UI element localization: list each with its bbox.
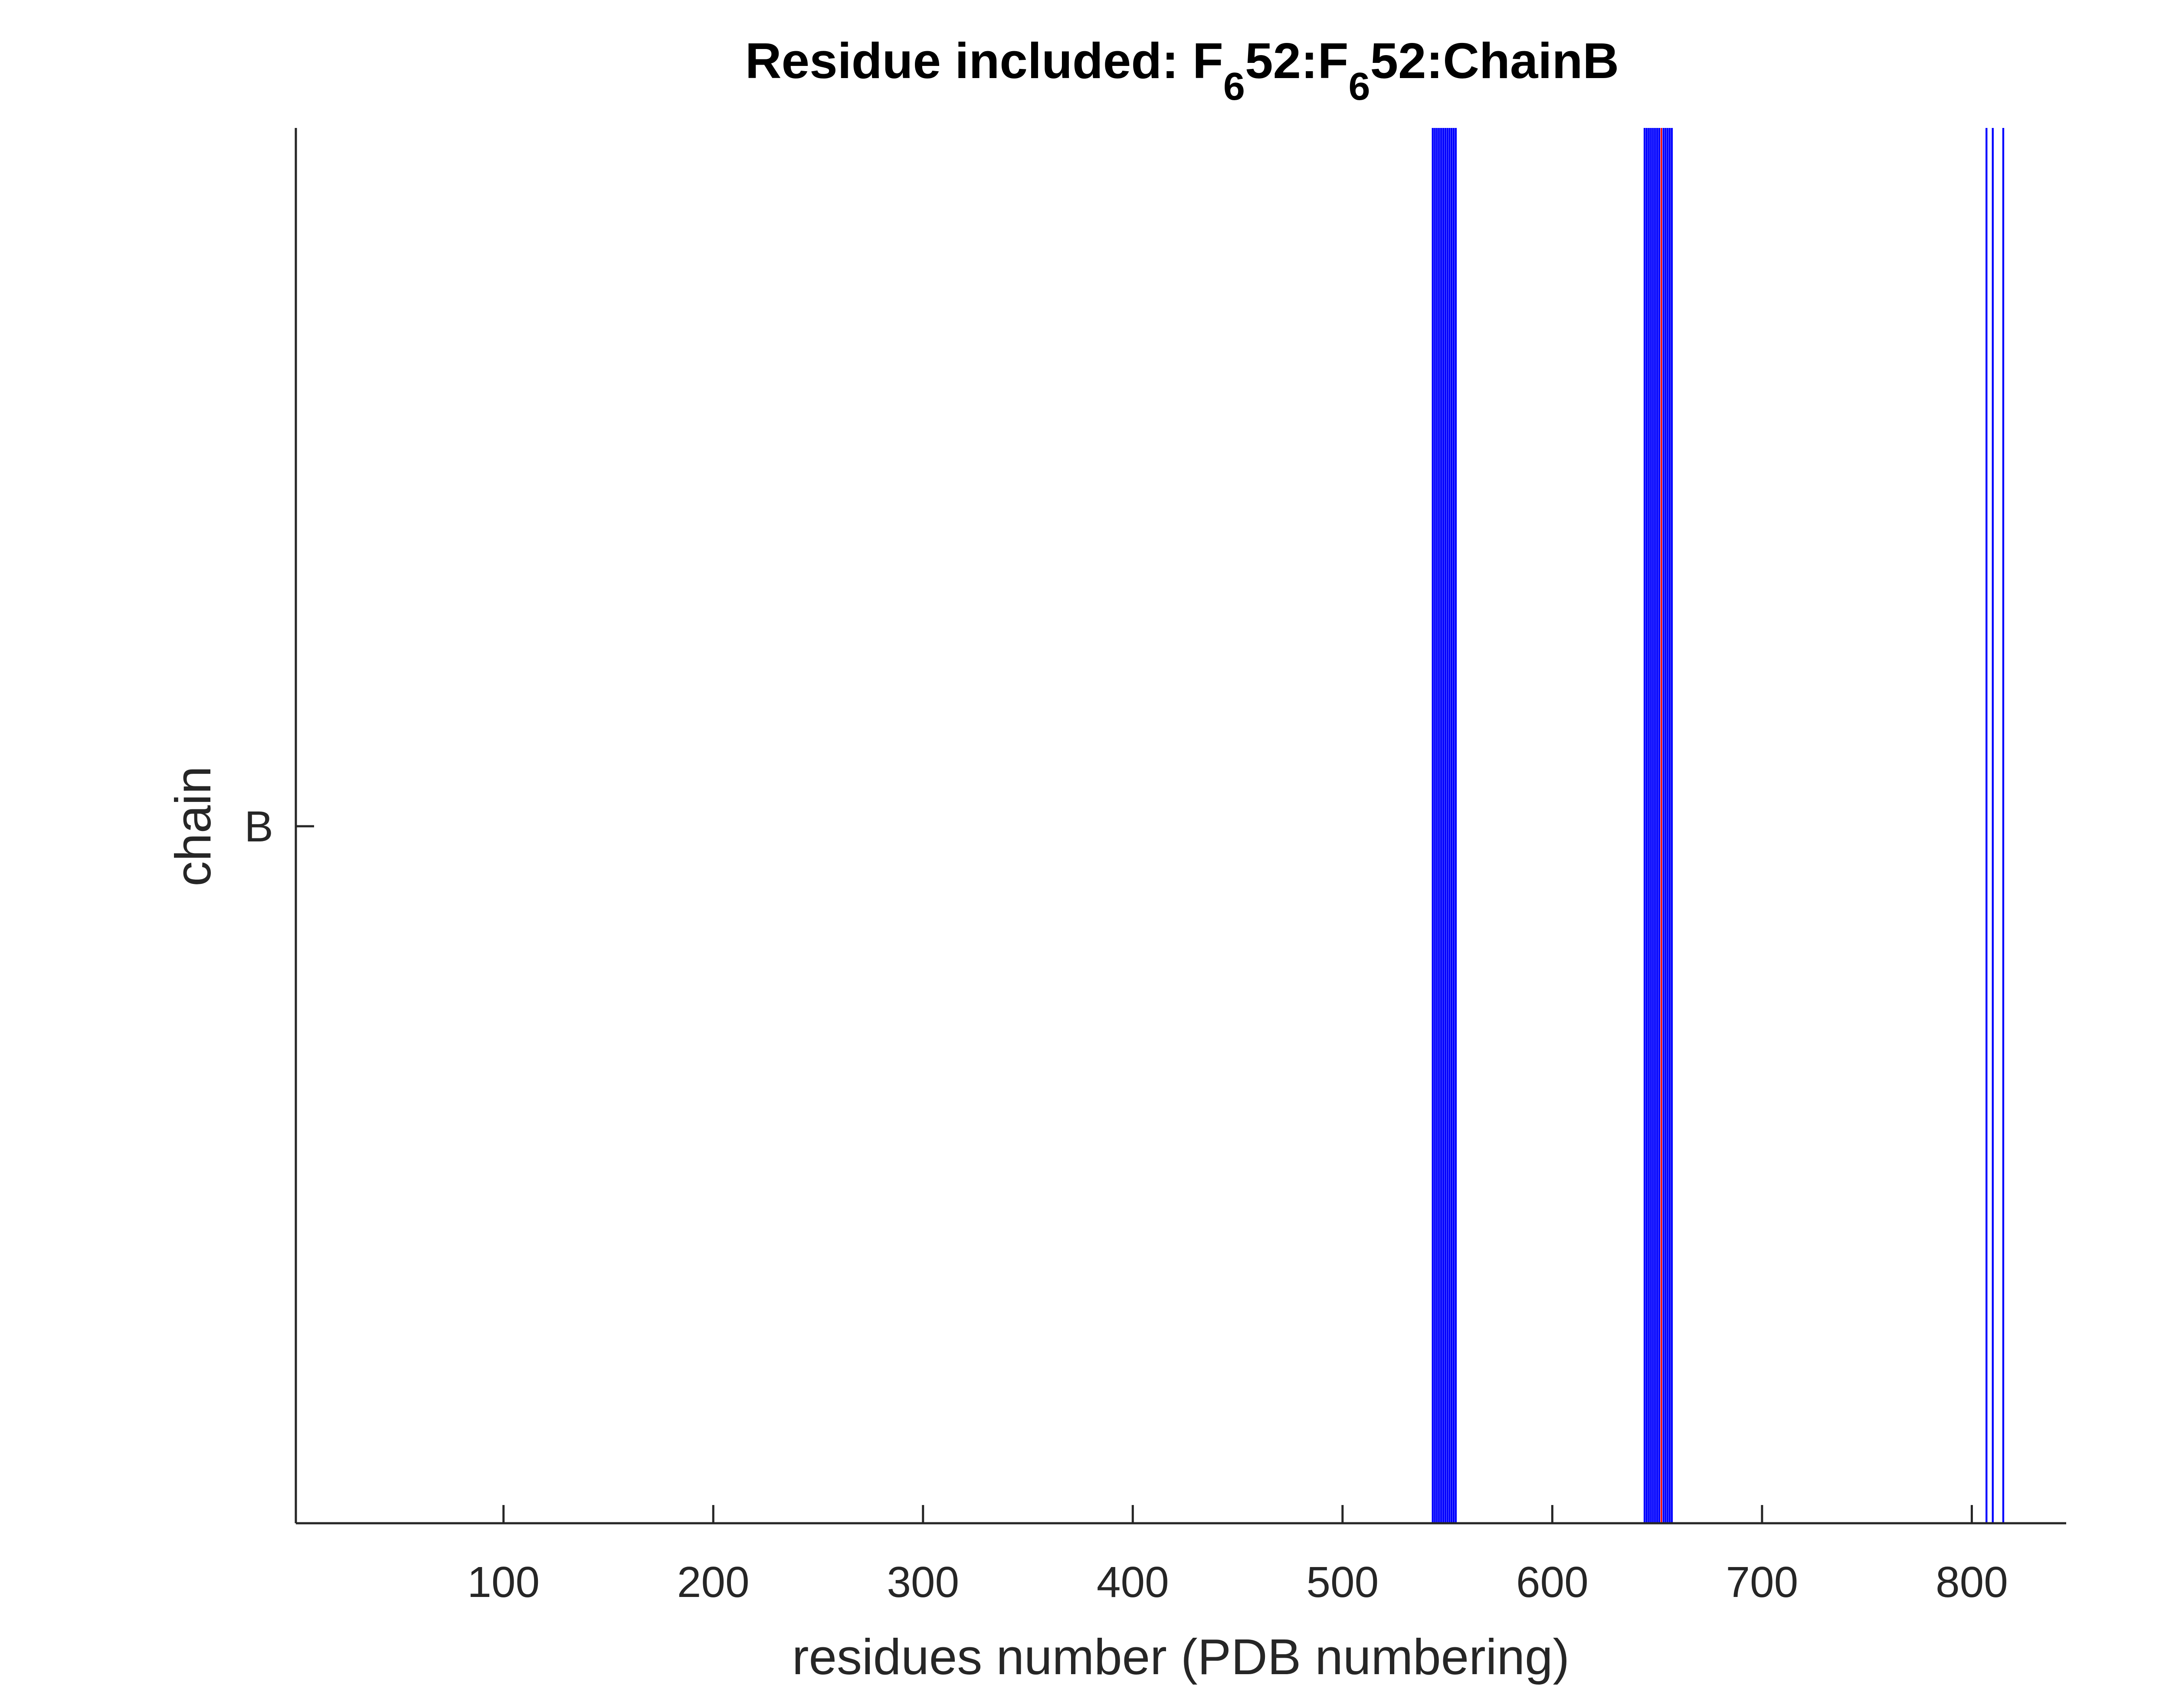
residue-bar-646 (1648, 128, 1650, 1523)
residue-bar-549 (1444, 128, 1446, 1523)
residue-bar-552 (1451, 128, 1453, 1523)
chart-title: Residue included: F652:F652:ChainB (745, 33, 1619, 108)
x-tick-label-800: 800 (1936, 1558, 2008, 1607)
residue-bar-654 (1664, 128, 1667, 1523)
residue-bar-656 (1668, 128, 1671, 1523)
residue-bar-547 (1440, 128, 1442, 1523)
y-tick-label-b: B (244, 802, 273, 851)
residue-bar-546 (1438, 128, 1440, 1523)
residue-bar-645 (1645, 128, 1648, 1523)
title-part-1: Residue included: F (745, 33, 1223, 89)
residue-bar-644 (1643, 128, 1646, 1523)
x-tick-label-200: 200 (677, 1558, 750, 1607)
title-subscript-2: 6 (1348, 65, 1370, 108)
residue-bar-548 (1442, 128, 1445, 1523)
residue-bar-807 (1986, 128, 1988, 1523)
residue-bar-543 (1432, 128, 1434, 1523)
x-tick-label-500: 500 (1306, 1558, 1379, 1607)
residue-bar-655 (1667, 128, 1669, 1523)
x-tick-label-100: 100 (467, 1558, 540, 1607)
residue-bar-648 (1652, 128, 1654, 1523)
title-subscript-1: 6 (1223, 65, 1245, 108)
title-part-3: 52:ChainB (1370, 33, 1619, 89)
residue-bar-653 (1662, 128, 1664, 1523)
residue-bar-647 (1650, 128, 1652, 1523)
residue-bar-554 (1455, 128, 1457, 1523)
residue-bar-657 (1671, 128, 1673, 1523)
residue-bar-651 (1658, 128, 1661, 1523)
residue-bar-550 (1446, 128, 1448, 1523)
residue-bars (1432, 128, 2005, 1523)
x-tick-label-700: 700 (1726, 1558, 1798, 1607)
y-axis-label: chain (165, 766, 221, 886)
x-axis-label: residues number (PDB numbering) (792, 1629, 1569, 1685)
residue-bar-815 (2002, 128, 2005, 1523)
residue-bar-553 (1452, 128, 1455, 1523)
title-part-2: 52:F (1245, 33, 1349, 89)
x-ticks: 100 200 300 400 500 600 700 800 (467, 1505, 2008, 1607)
residue-bar-649 (1654, 128, 1656, 1523)
x-tick-label-300: 300 (887, 1558, 959, 1607)
selected-residue-bar (1661, 128, 1662, 1523)
residue-bar-810 (1992, 128, 1994, 1523)
residue-bar-650 (1656, 128, 1658, 1523)
residue-bar-545 (1436, 128, 1438, 1523)
x-tick-label-600: 600 (1516, 1558, 1589, 1607)
residue-bar-544 (1434, 128, 1436, 1523)
residue-bar-551 (1448, 128, 1451, 1523)
x-tick-label-400: 400 (1097, 1558, 1169, 1607)
